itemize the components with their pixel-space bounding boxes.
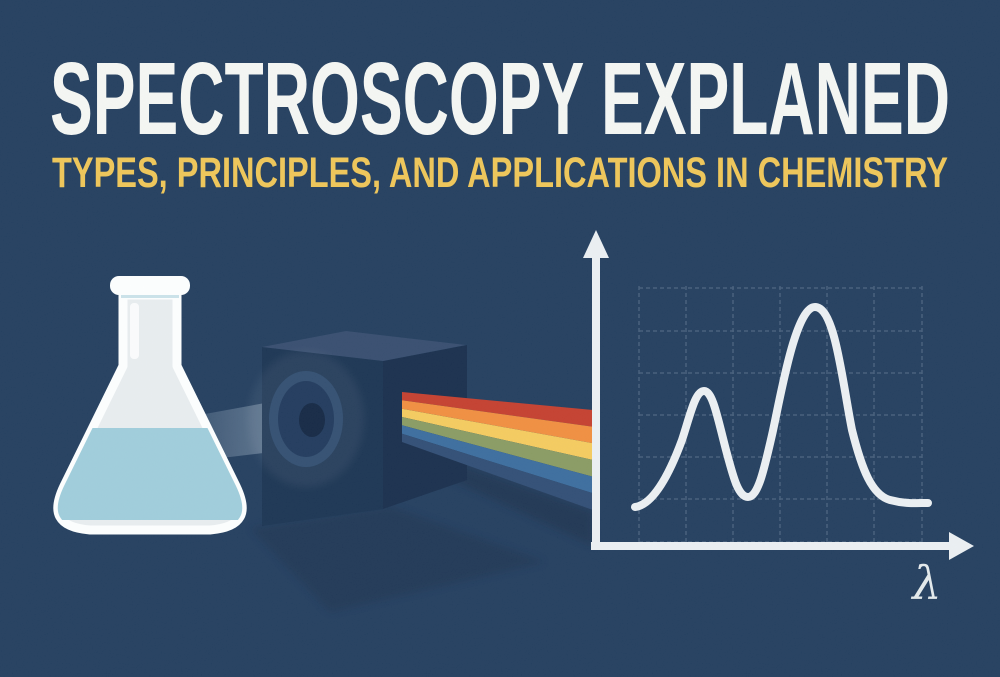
infographic-canvas: SPECTROSCOPY EXPLANED TYPES, PRINCIPLES,… — [0, 0, 1000, 677]
spectroscopy-illustration: SPECTROSCOPY EXPLANED TYPES, PRINCIPLES,… — [0, 0, 1000, 677]
grain-texture-overlay — [0, 0, 1000, 677]
